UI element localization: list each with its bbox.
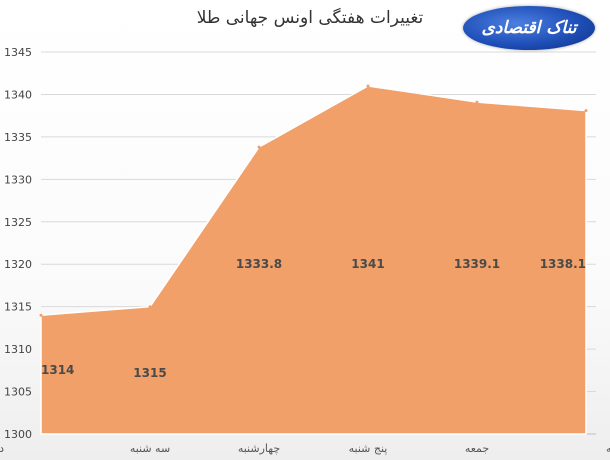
- logo: تناک اقتصادی: [463, 6, 595, 50]
- y-tick-label: 1315: [4, 301, 32, 314]
- data-label: 1338.1: [540, 257, 586, 271]
- y-tick-label: 1310: [4, 343, 32, 356]
- area-series: [39, 84, 588, 435]
- data-labels: 1314 1315 1333.8 1341 1339.1 1338.1: [41, 257, 586, 380]
- area-fill: [40, 85, 587, 435]
- x-tick-label: دوشنبه: [0, 442, 4, 455]
- y-tick-label: 1325: [4, 216, 32, 229]
- data-label: 1339.1: [454, 257, 500, 271]
- data-point: [39, 313, 43, 317]
- y-tick-label: 1340: [4, 88, 32, 101]
- x-tick-label: چهارشنبه: [238, 442, 280, 455]
- y-tick-label: 1345: [4, 46, 32, 59]
- data-point: [475, 100, 479, 104]
- chart-title: تغییرات هفتگی اونس جهانی طلا: [196, 8, 424, 28]
- x-tick-label: شنبه: [606, 442, 610, 455]
- x-tick-label: پنج شنبه: [349, 442, 388, 455]
- x-axis-labels: دوشنبه سه شنبه چهارشنبه پنج شنبه جمعه شنبه: [0, 442, 610, 455]
- data-label: 1341: [351, 257, 384, 271]
- y-tick-label: 1335: [4, 131, 32, 144]
- data-point: [366, 84, 370, 88]
- x-tick-label: سه شنبه: [130, 442, 170, 455]
- data-label: 1333.8: [236, 257, 282, 271]
- data-point: [257, 145, 261, 149]
- data-point: [584, 109, 588, 113]
- y-tick-label: 1300: [4, 428, 32, 441]
- y-tick-label: 1305: [4, 386, 32, 399]
- data-label: 1315: [133, 366, 166, 380]
- y-tick-label: 1320: [4, 258, 32, 271]
- data-point: [148, 305, 152, 309]
- y-tick-label: 1330: [4, 173, 32, 186]
- data-label: 1314: [41, 363, 74, 377]
- y-axis-labels: 1300 1305 1310 1315 1320 1325 1330 1335 1340 1345: [4, 46, 32, 441]
- x-tick-label: جمعه: [465, 442, 489, 455]
